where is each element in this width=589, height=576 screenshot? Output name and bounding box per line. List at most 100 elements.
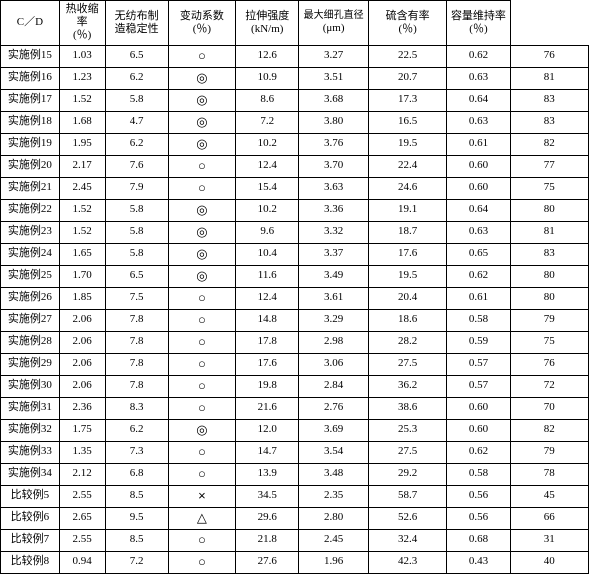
cell-tensile: 3.06 [299, 353, 369, 375]
table-row: 比较例52.558.5×34.52.3558.70.5645 [1, 485, 589, 507]
cell-pore: 17.6 [368, 243, 446, 265]
cell-tensile: 2.80 [299, 507, 369, 529]
cell-pore: 52.6 [368, 507, 446, 529]
table-row: 实施例261.857.5○12.43.6120.40.6180 [1, 287, 589, 309]
cell-shrink: 6.2 [105, 67, 168, 89]
cell-shrink: 7.8 [105, 331, 168, 353]
cell-stab: ◎ [168, 67, 236, 89]
cell-cd: 1.68 [59, 111, 105, 133]
cell-sulfur: 0.59 [447, 331, 510, 353]
cell-cd: 1.35 [59, 441, 105, 463]
row-label: 实施例16 [1, 67, 60, 89]
data-table: C／D 热收缩率 (％) 无纺布制 造稳定性 变动系数 (％) 拉伸强度 (kN… [0, 0, 589, 574]
table-row: 实施例212.457.9○15.43.6324.60.6075 [1, 177, 589, 199]
cell-tensile: 1.96 [299, 551, 369, 573]
cell-shrink: 7.5 [105, 287, 168, 309]
cell-stab: ◎ [168, 419, 236, 441]
cell-cd: 1.52 [59, 221, 105, 243]
cell-sulfur: 0.61 [447, 133, 510, 155]
col-header-cv-l1: 变动系数 [170, 10, 235, 23]
cell-pore: 16.5 [368, 111, 446, 133]
cell-shrink: 6.2 [105, 133, 168, 155]
cell-stab: ○ [168, 397, 236, 419]
table-row: 实施例282.067.8○17.82.9828.20.5975 [1, 331, 589, 353]
cell-shrink: 8.3 [105, 397, 168, 419]
cell-pore: 38.6 [368, 397, 446, 419]
cell-cv: 13.9 [236, 463, 299, 485]
row-label: 实施例18 [1, 111, 60, 133]
row-label: 实施例30 [1, 375, 60, 397]
cell-cd: 2.55 [59, 485, 105, 507]
cell-stab: × [168, 485, 236, 507]
cell-tensile: 3.51 [299, 67, 369, 89]
cell-sulfur: 0.56 [447, 485, 510, 507]
cell-pore: 32.4 [368, 529, 446, 551]
cell-tensile: 3.32 [299, 221, 369, 243]
cell-cv: 12.4 [236, 155, 299, 177]
table-row: 实施例181.684.7◎7.23.8016.50.6383 [1, 111, 589, 133]
cell-sulfur: 0.63 [447, 221, 510, 243]
cell-tensile: 3.48 [299, 463, 369, 485]
col-header-shrink-l1: 热收缩率 [61, 3, 104, 29]
cell-stab: ○ [168, 309, 236, 331]
table-row: 实施例251.706.5◎11.63.4919.50.6280 [1, 265, 589, 287]
col-header-stab-l2: 造稳定性 [107, 23, 167, 36]
row-label: 实施例22 [1, 199, 60, 221]
table-body: 实施例151.036.5○12.63.2722.50.6276实施例161.23… [1, 45, 589, 573]
col-header-shrink-l2: (％) [61, 29, 104, 42]
row-label: 实施例29 [1, 353, 60, 375]
cell-sulfur: 0.64 [447, 89, 510, 111]
cell-stab: ○ [168, 463, 236, 485]
cell-shrink: 6.5 [105, 45, 168, 67]
cell-stab: ○ [168, 353, 236, 375]
cell-retain: 76 [510, 45, 588, 67]
cell-stab: ○ [168, 375, 236, 397]
cell-tensile: 3.68 [299, 89, 369, 111]
cell-pore: 25.3 [368, 419, 446, 441]
cell-tensile: 3.36 [299, 199, 369, 221]
cell-cv: 12.6 [236, 45, 299, 67]
row-label: 实施例24 [1, 243, 60, 265]
cell-cd: 2.17 [59, 155, 105, 177]
table-row: 实施例231.525.8◎9.63.3218.70.6381 [1, 221, 589, 243]
cell-retain: 80 [510, 287, 588, 309]
cell-cd: 2.36 [59, 397, 105, 419]
cell-cv: 14.8 [236, 309, 299, 331]
cell-sulfur: 0.62 [447, 441, 510, 463]
row-label: 实施例23 [1, 221, 60, 243]
col-header-label: C／D [1, 1, 60, 46]
table-row: 比较例72.558.5○21.82.4532.40.6831 [1, 529, 589, 551]
row-label: 实施例31 [1, 397, 60, 419]
cell-sulfur: 0.60 [447, 397, 510, 419]
cell-tensile: 3.80 [299, 111, 369, 133]
cell-tensile: 3.29 [299, 309, 369, 331]
cell-cd: 1.95 [59, 133, 105, 155]
row-label: 实施例20 [1, 155, 60, 177]
cell-cv: 21.6 [236, 397, 299, 419]
cell-stab: ◎ [168, 111, 236, 133]
cell-stab: ○ [168, 45, 236, 67]
cell-shrink: 4.7 [105, 111, 168, 133]
col-header-sulfur: 硫含有率 (％) [368, 1, 446, 46]
col-header-stab: 无纺布制 造稳定性 [105, 1, 168, 46]
cell-stab: ○ [168, 331, 236, 353]
cell-tensile: 3.70 [299, 155, 369, 177]
cell-tensile: 2.45 [299, 529, 369, 551]
cell-retain: 83 [510, 89, 588, 111]
cell-cd: 2.65 [59, 507, 105, 529]
cell-pore: 19.1 [368, 199, 446, 221]
cell-stab: △ [168, 507, 236, 529]
cell-shrink: 8.5 [105, 485, 168, 507]
cell-tensile: 3.54 [299, 441, 369, 463]
col-header-pore-l1: 最大细孔直径 [300, 10, 367, 22]
cell-pore: 28.2 [368, 331, 446, 353]
cell-cv: 29.6 [236, 507, 299, 529]
col-header-retain-l1: 容量维持率 [448, 10, 508, 23]
cell-cv: 9.6 [236, 221, 299, 243]
cell-pore: 22.4 [368, 155, 446, 177]
cell-cv: 17.8 [236, 331, 299, 353]
cell-cv: 17.6 [236, 353, 299, 375]
table-row: 实施例221.525.8◎10.23.3619.10.6480 [1, 199, 589, 221]
cell-cv: 10.4 [236, 243, 299, 265]
table-row: 实施例321.756.2◎12.03.6925.30.6082 [1, 419, 589, 441]
